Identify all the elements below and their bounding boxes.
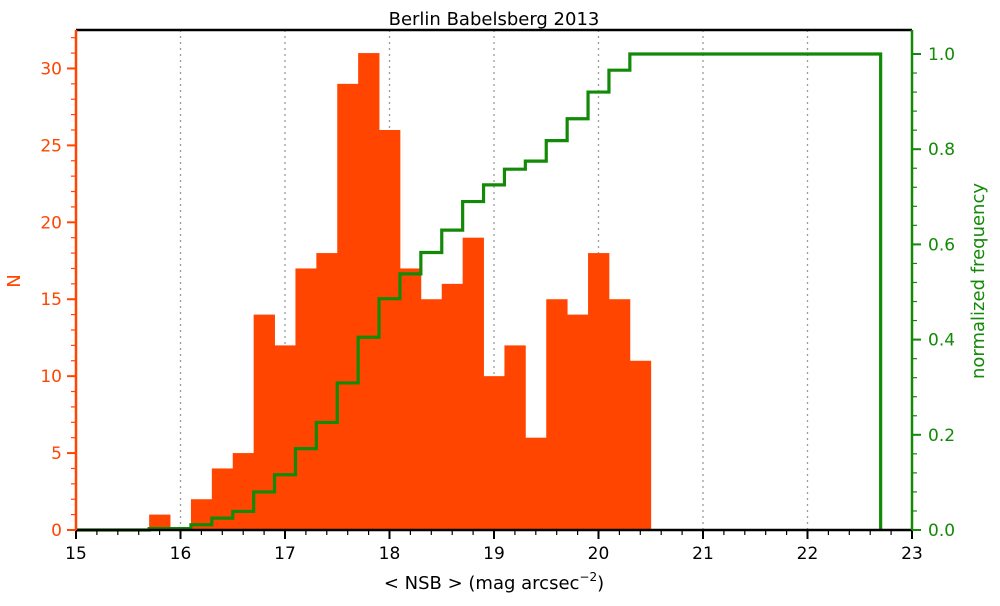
histogram-bar: [232, 453, 255, 530]
histogram-bar: [546, 299, 568, 530]
x-axis: 15 16 17 18 19 20 21 22 23: [65, 530, 923, 564]
y-left-tick-label: 15: [40, 290, 62, 310]
y-right-tick-label: 1.0: [928, 45, 955, 65]
x-tick-label: 22: [797, 544, 819, 564]
y-axis-right-label: normalized frequency: [968, 183, 989, 379]
histogram-bar: [441, 283, 464, 530]
y-right-tick-label: 0.8: [928, 140, 955, 160]
x-tick-label: 19: [483, 544, 505, 564]
histogram-bar: [211, 468, 234, 530]
y-right-tick-label: 0.2: [928, 426, 955, 446]
y-left-tick-label: 25: [40, 136, 62, 156]
histogram-bar: [608, 299, 631, 530]
x-tick-label: 21: [692, 544, 714, 564]
y-axis-left: 0 5 10 15 20 25 30: [40, 37, 76, 541]
x-tick-label: 23: [901, 544, 923, 564]
histogram-bar: [525, 437, 547, 530]
histogram-bar: [629, 360, 652, 530]
histogram-bar: [567, 314, 589, 530]
y-left-tick-label: 0: [51, 521, 62, 541]
histogram-bar: [379, 130, 401, 530]
x-tick-label: 15: [65, 544, 87, 564]
y-left-tick-label: 20: [40, 213, 62, 233]
y-right-tick-label: 0.0: [928, 521, 955, 541]
histogram-bar: [399, 268, 422, 530]
y-left-tick-label: 5: [51, 444, 62, 464]
histogram-bar: [274, 345, 296, 530]
x-axis-label-close: ): [597, 573, 604, 594]
histogram-bar: [462, 237, 484, 530]
cumulative-step-line: [76, 52, 883, 532]
y-right-tick-label: 0.4: [928, 331, 955, 351]
histogram-bar: [316, 253, 338, 531]
x-tick-label: 20: [588, 544, 610, 564]
y-axis-left-label: N: [4, 274, 25, 287]
histogram-bar: [149, 514, 171, 530]
histogram-bar: [253, 314, 275, 530]
x-axis-label-exponent: −2: [579, 570, 597, 584]
cumulative-line: [76, 52, 883, 532]
histogram-bar: [190, 499, 213, 530]
chart-title: Berlin Babelsberg 2013: [389, 9, 600, 30]
y-axis-right: 0.0 0.2 0.4 0.6 0.8 1.0: [912, 45, 955, 541]
histogram-bar: [420, 299, 443, 530]
y-left-tick-label: 30: [40, 59, 62, 79]
x-tick-label: 17: [274, 544, 296, 564]
histogram-bar: [337, 83, 359, 530]
histogram-bar: [295, 268, 317, 530]
histogram-bar: [588, 253, 610, 531]
x-tick-label: 16: [170, 544, 192, 564]
y-right-tick-label: 0.6: [928, 235, 955, 255]
histogram-bar: [504, 345, 526, 530]
x-axis-label: < NSB > (mag arcsec−2): [384, 570, 604, 594]
histogram-bars: [149, 53, 652, 531]
histogram-bar: [483, 376, 505, 530]
histogram-bar: [358, 53, 380, 530]
x-tick-label: 18: [379, 544, 401, 564]
y-left-tick-label: 10: [40, 367, 62, 387]
x-axis-label-main: < NSB > (mag arcsec: [384, 573, 580, 594]
